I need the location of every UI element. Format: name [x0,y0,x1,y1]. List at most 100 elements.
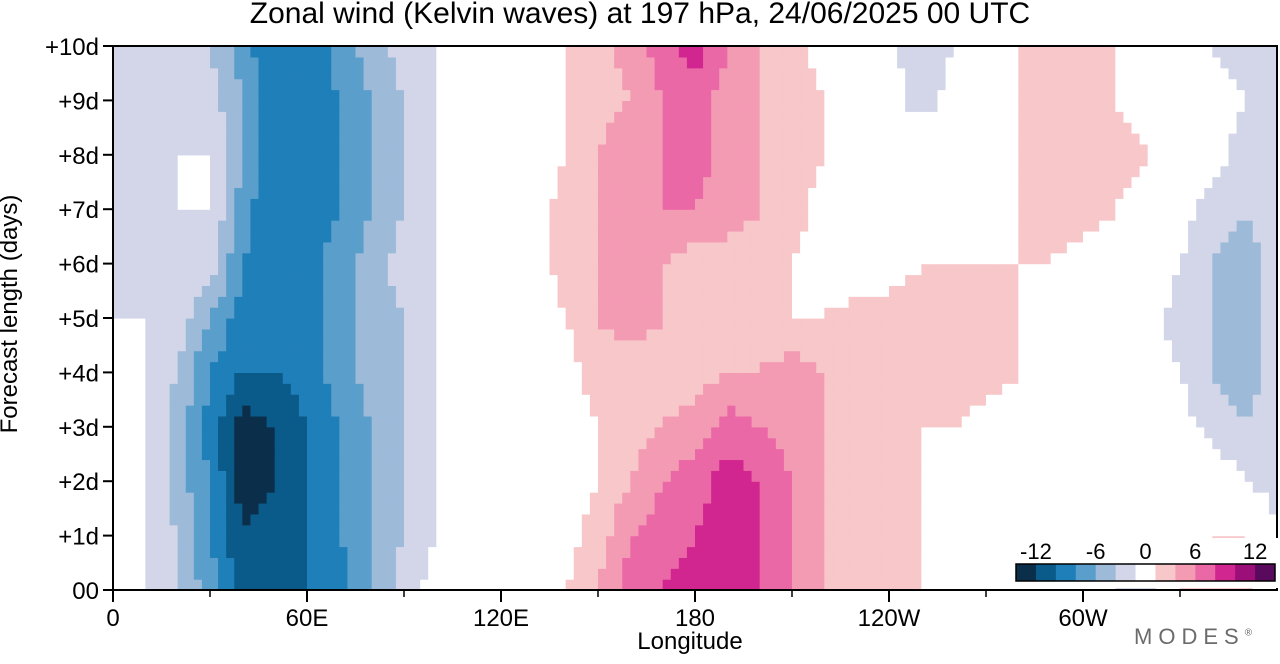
heatmap-cell [331,372,340,384]
heatmap-cell [606,318,615,330]
heatmap-cell [598,470,607,482]
heatmap-cell [169,492,179,504]
heatmap-cell [751,437,761,450]
heatmap-cell [307,502,316,515]
heatmap-cell [193,470,203,482]
heatmap-cell [274,209,284,221]
heatmap-cell [565,448,575,461]
heatmap-cell [323,426,332,439]
heatmap-cell [525,220,534,232]
heatmap-cell [371,263,381,276]
heatmap-cell [193,361,203,373]
heatmap-cell [630,328,640,341]
heatmap-cell [1204,252,1213,265]
heatmap-cell [994,579,1003,591]
heatmap-cell [1099,274,1108,286]
heatmap-cell [969,241,979,254]
heatmap-cell [953,470,963,482]
heatmap-cell [783,470,793,482]
heatmap-cell [856,209,866,221]
heatmap-cell [1042,415,1052,428]
heatmap-cell [242,513,252,526]
heatmap-cell [549,470,559,482]
heatmap-cell [266,492,276,504]
heatmap-cell [953,448,963,461]
heatmap-cell [800,263,809,276]
heatmap-cell [751,426,761,439]
heatmap-cell [501,209,510,221]
heatmap-cell [1074,263,1084,276]
heatmap-cell [201,318,211,330]
heatmap-cell [250,405,260,417]
heatmap-cell [307,492,316,504]
heatmap-cell [1002,546,1011,558]
heatmap-cell [1155,481,1165,493]
heatmap-cell [460,296,470,308]
heatmap-cell [420,492,429,504]
heatmap-cell [638,296,648,308]
heatmap-cell [129,502,138,515]
heatmap-cell [452,350,462,363]
heatmap-cell [897,372,906,384]
heatmap-cell [1123,481,1133,493]
heatmap-cell [848,535,858,548]
heatmap-cell [428,372,437,384]
heatmap-cell [767,448,777,461]
heatmap-cell [395,568,405,580]
heatmap-cell [274,524,284,537]
heatmap-cell [622,492,631,504]
heatmap-cell [961,405,971,417]
heatmap-cell [404,524,413,537]
heatmap-cell [808,470,817,482]
heatmap-cell [751,394,761,406]
heatmap-cell [824,524,834,537]
heatmap-cell [484,361,494,373]
heatmap-cell [193,459,203,471]
heatmap-cell [242,230,252,243]
heatmap-cell [290,252,300,265]
heatmap-cell [775,535,785,548]
heatmap-cell [290,230,300,243]
heatmap-cell [751,328,761,341]
heatmap-cell [145,568,155,580]
heatmap-cell [565,328,575,341]
heatmap-cell [1180,241,1189,254]
heatmap-cell [298,307,308,319]
heatmap-cell [719,285,728,297]
heatmap-cell [1196,307,1205,319]
heatmap-cell [969,252,979,265]
heatmap-cell [614,535,623,548]
heatmap-cell [1131,470,1141,482]
heatmap-cell [460,394,470,406]
heatmap-cell [1066,318,1076,330]
heatmap-cell [735,252,745,265]
heatmap-cell [129,383,138,395]
heatmap-cell [177,579,187,591]
heatmap-cell [1228,318,1238,330]
heatmap-cell [1099,394,1108,406]
heatmap-cell [1147,405,1157,417]
heatmap-cell [678,230,688,243]
heatmap-cell [525,535,534,548]
heatmap-cell [775,448,785,461]
heatmap-cell [315,470,324,482]
heatmap-cell [201,274,211,286]
heatmap-cell [137,405,146,417]
watermark-text: MODES [1134,624,1245,649]
heatmap-cell [929,557,939,569]
heatmap-cell [121,448,130,461]
heatmap-cell [452,579,462,591]
heatmap-cell [1244,285,1254,297]
heatmap-cell [1091,394,1100,406]
heatmap-cell [759,220,769,232]
heatmap-cell [1236,405,1246,417]
heatmap-cell [1099,448,1108,461]
heatmap-cell [1220,230,1230,243]
heatmap-cell [492,220,502,232]
heatmap-cell [557,394,567,406]
heatmap-cell [501,274,510,286]
heatmap-cell [557,568,567,580]
heatmap-cell [1091,459,1100,471]
heatmap-cell [711,535,720,548]
heatmap-cell [630,426,640,439]
